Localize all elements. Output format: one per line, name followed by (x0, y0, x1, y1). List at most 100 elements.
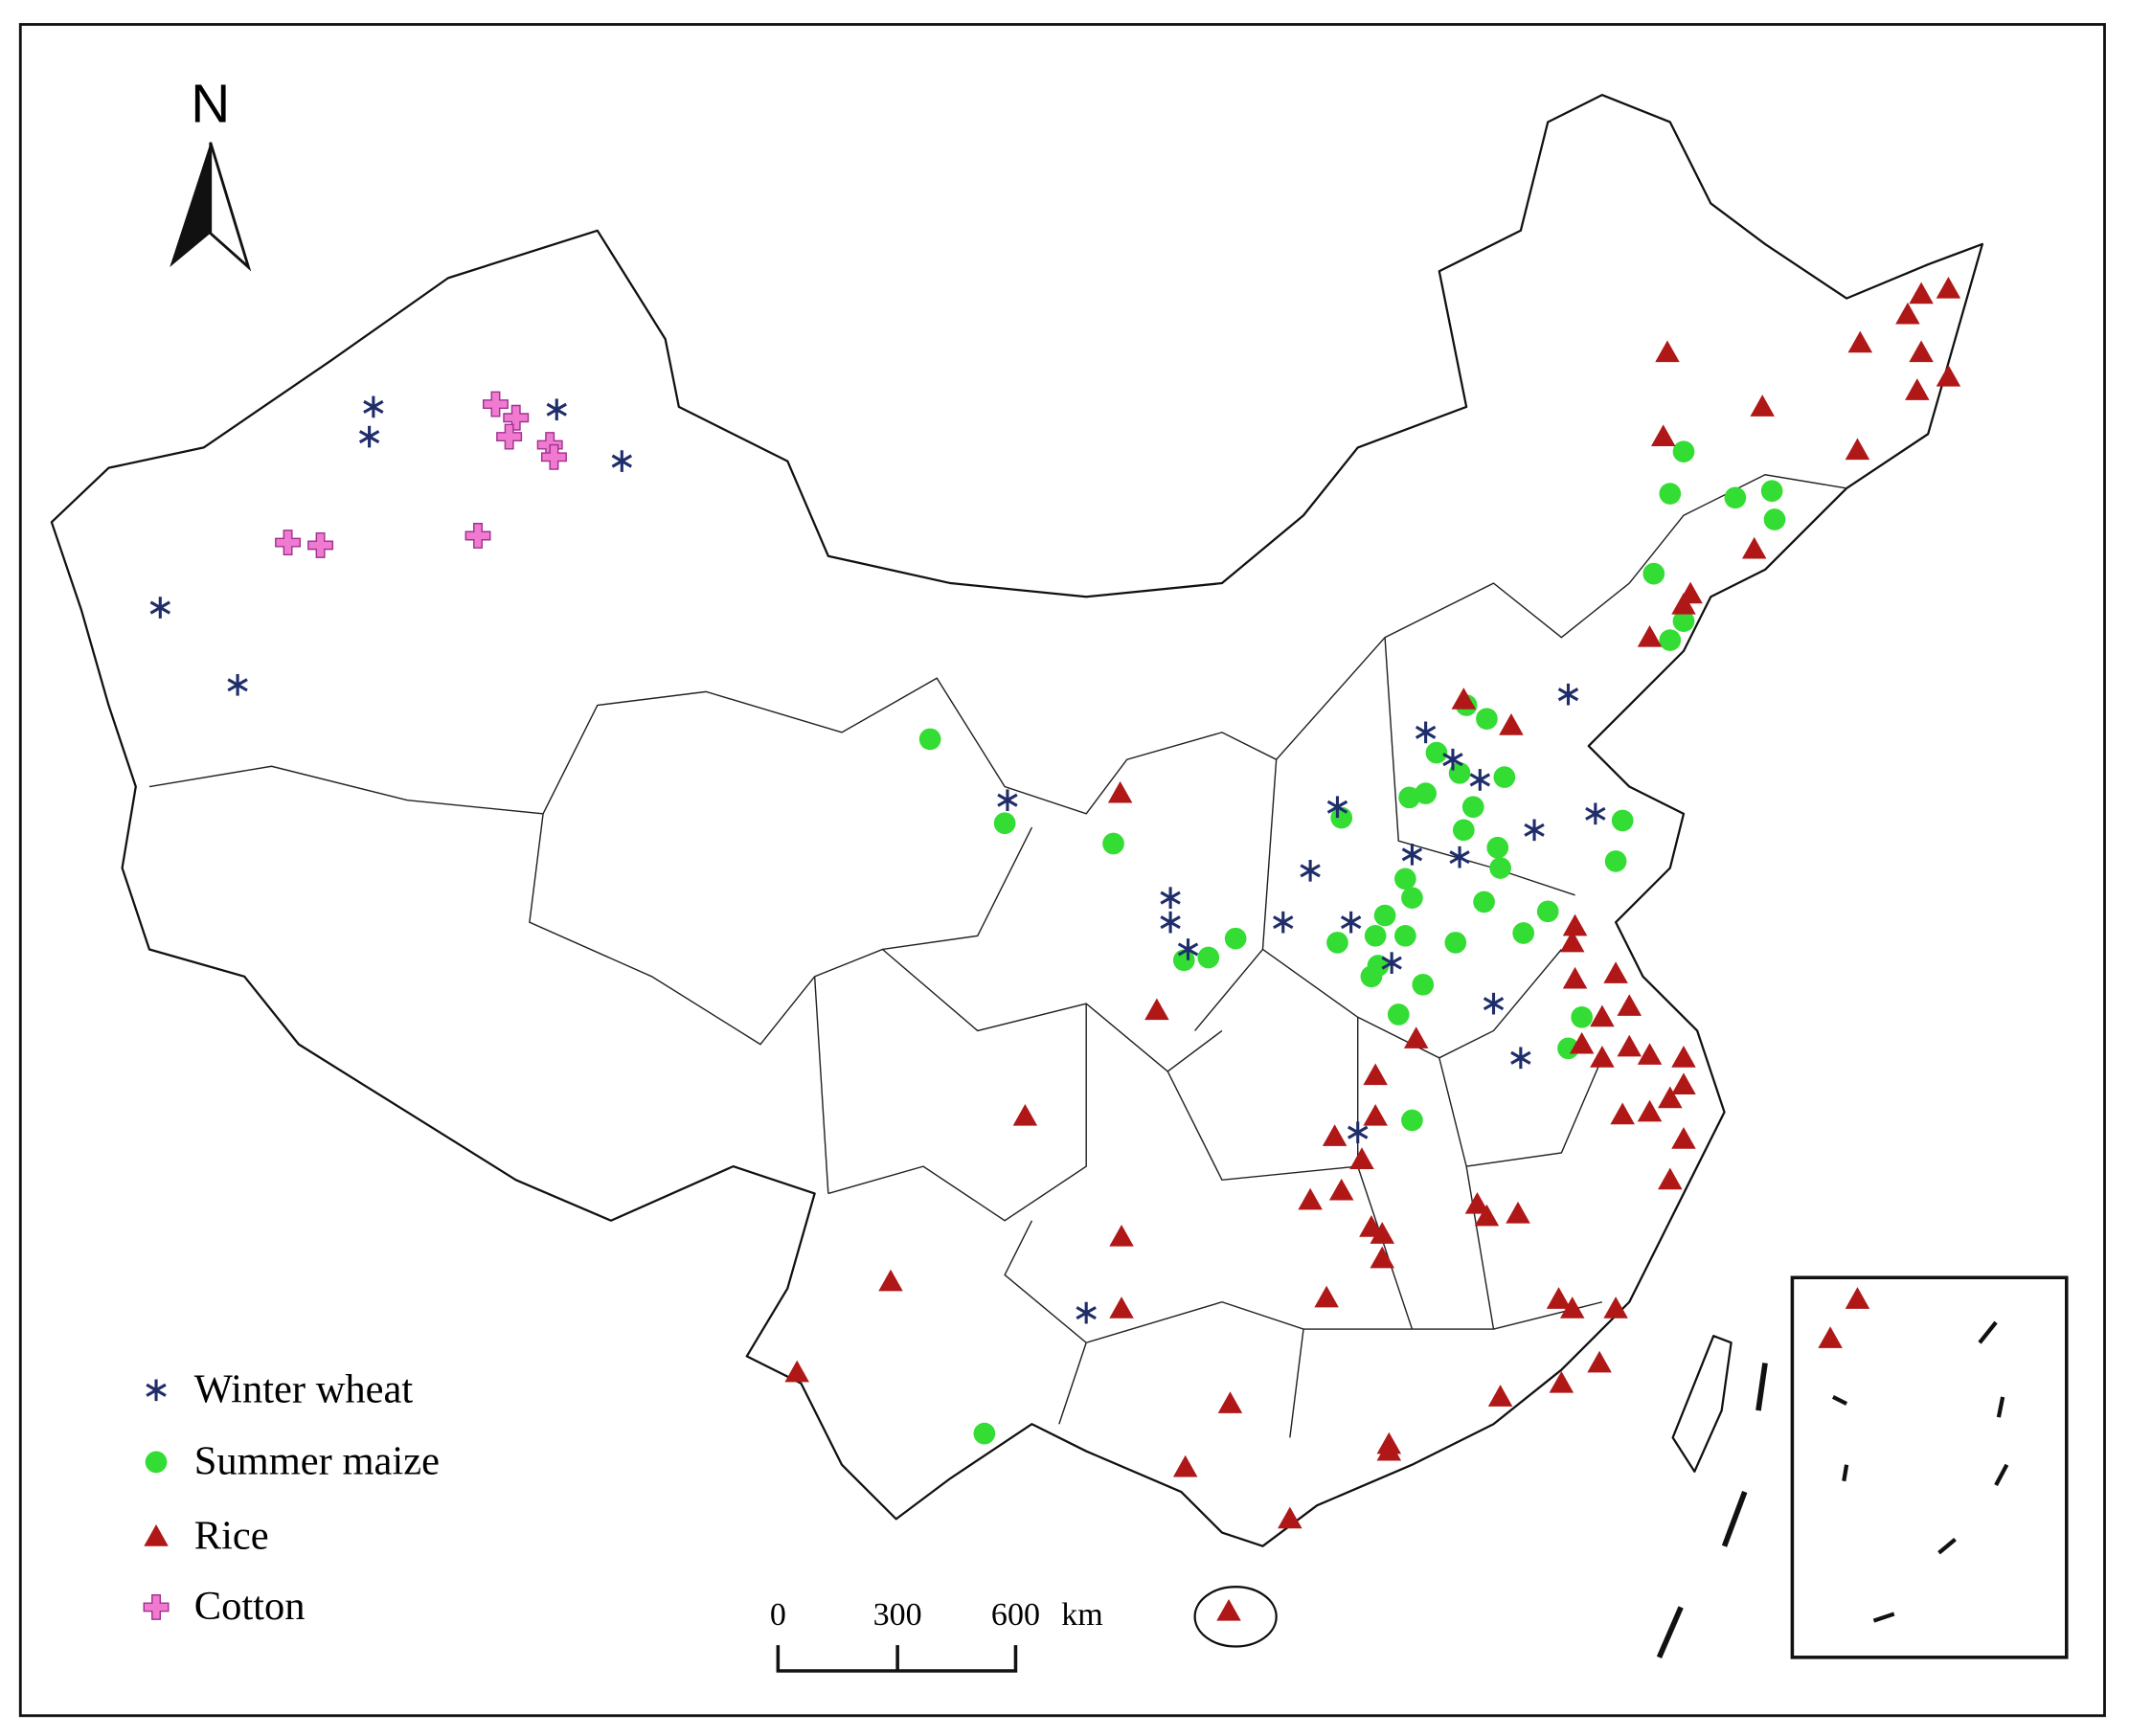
rice-marker (1671, 1072, 1696, 1095)
north-arrow-left (170, 142, 211, 268)
cotton-marker (307, 531, 334, 558)
rice-marker (1750, 395, 1775, 417)
maize-marker (1387, 1003, 1410, 1026)
inset-dash (1996, 1396, 2005, 1418)
maize-marker (1672, 440, 1695, 462)
rice-marker (1818, 1326, 1843, 1348)
sea-dash (1656, 1606, 1684, 1658)
maize-marker (1724, 486, 1747, 509)
legend-label: Summer maize (194, 1438, 440, 1483)
maize-marker (1444, 932, 1467, 954)
rice-marker (1936, 276, 1961, 299)
maize-marker (973, 1422, 996, 1445)
rice-marker (144, 1524, 169, 1546)
wheat-stroke (1177, 942, 1199, 957)
wheat-stroke (1510, 1050, 1531, 1065)
maize-marker (1611, 809, 1634, 832)
wheat-marker (1442, 748, 1463, 771)
wheat-stroke (1160, 915, 1181, 930)
maize-marker (1571, 1005, 1593, 1028)
maize-marker (1373, 904, 1396, 927)
maize-marker (1536, 900, 1559, 923)
maize-marker (1425, 741, 1448, 764)
wheat-marker (146, 1379, 167, 1402)
rice-marker (1506, 1201, 1530, 1224)
maize-marker (1473, 891, 1495, 913)
maize-marker (1360, 965, 1383, 988)
wheat-marker (1300, 860, 1321, 882)
maize-marker (145, 1451, 168, 1474)
wheat-marker (1340, 911, 1362, 934)
north-label: N (191, 74, 230, 134)
wheat-marker (1415, 721, 1437, 744)
rice-marker (878, 1269, 903, 1292)
rice-marker (1637, 1099, 1663, 1122)
wheat-marker (1557, 683, 1579, 706)
rice-marker (1895, 302, 1920, 325)
rice-marker (1012, 1103, 1038, 1126)
wheat-stroke (149, 600, 170, 615)
rice-marker (1322, 1124, 1348, 1146)
legend-label: Rice (194, 1513, 269, 1558)
rice-marker (1909, 340, 1934, 363)
cotton-marker (483, 391, 509, 417)
rice-marker (1549, 1370, 1574, 1393)
maize-marker (1476, 708, 1498, 731)
rice-marker (1278, 1506, 1302, 1529)
rice-marker (1650, 424, 1676, 446)
maize-marker (1412, 973, 1435, 996)
maize-marker (1415, 782, 1437, 804)
wheat-marker (1585, 802, 1606, 825)
rice-marker (1587, 1350, 1612, 1373)
maize-marker (993, 812, 1016, 835)
rice-marker (1109, 1225, 1134, 1247)
rice-marker (1671, 1046, 1696, 1068)
rice-marker (1172, 1454, 1198, 1477)
rice-marker (1370, 1222, 1395, 1244)
maize-marker (1493, 766, 1516, 788)
wheat-marker (1381, 952, 1402, 974)
rice-marker (1107, 780, 1133, 803)
rice-marker (784, 1360, 809, 1383)
wheat-marker (1076, 1301, 1097, 1324)
inset-dash (1937, 1537, 1957, 1555)
maize-marker (1642, 562, 1665, 585)
sea-dash (1755, 1363, 1768, 1411)
rice-marker (1298, 1187, 1323, 1210)
cotton-marker (143, 1593, 170, 1620)
wheat-marker (358, 425, 380, 448)
wheat-stroke (1449, 850, 1470, 865)
inset-dash (1872, 1612, 1895, 1623)
wheat-stroke (1469, 773, 1491, 787)
rice-marker (1349, 1147, 1374, 1169)
rice-marker (1487, 1385, 1513, 1407)
rice-marker (1936, 365, 1961, 387)
rice-marker (1559, 930, 1585, 953)
wheat-stroke (1483, 997, 1505, 1011)
wheat-marker (1326, 796, 1348, 819)
rice-marker (1603, 1296, 1628, 1319)
rice-marker (1363, 1103, 1388, 1126)
north-arrow-right (209, 142, 252, 272)
wheat-marker (546, 398, 567, 421)
legend: Winter wheat Summer maize Rice Cotton (143, 1366, 440, 1629)
maize-marker (1659, 629, 1682, 651)
maize-marker (1672, 610, 1695, 633)
wheat-stroke (1300, 864, 1321, 878)
cotton-marker (540, 443, 567, 470)
maize-marker (1659, 483, 1682, 505)
maize-marker (1326, 932, 1348, 954)
wheat-marker (227, 673, 248, 696)
wheat-marker (1524, 819, 1545, 842)
wheat-marker (997, 789, 1018, 812)
country-outline (50, 94, 1984, 1547)
taiwan-island (1671, 1335, 1733, 1473)
maize-marker (1763, 508, 1786, 530)
wheat-marker (1348, 1121, 1369, 1144)
rice-marker (1144, 998, 1169, 1021)
wheat-stroke (1076, 1306, 1097, 1320)
cotton-marker (275, 530, 302, 556)
wheat-marker (1273, 911, 1294, 934)
maize-marker (1512, 922, 1535, 944)
